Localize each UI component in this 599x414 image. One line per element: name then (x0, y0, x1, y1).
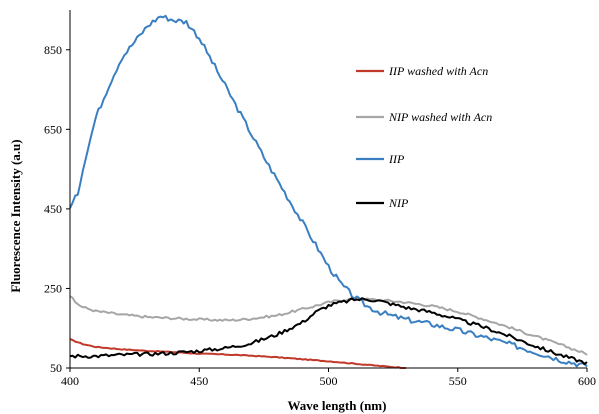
y-tick-label: 850 (44, 43, 62, 57)
legend-label: NIP washed with Acn (388, 110, 492, 124)
series-line-iip-washed-with-acn (69, 338, 407, 369)
x-tick-label: 600 (578, 374, 596, 388)
y-tick-label: 250 (44, 281, 62, 295)
y-tick-label: 50 (50, 361, 62, 375)
x-tick-label: 500 (320, 374, 338, 388)
series-line-nip (69, 297, 588, 366)
axes-layer: 400 450 500 550 600 50 250 450 650 850 (44, 10, 596, 388)
x-tick-label: 450 (190, 374, 208, 388)
series-line-nip-washed-with-acn (69, 295, 588, 356)
y-tick-label: 450 (44, 202, 62, 216)
x-tick-label: 400 (61, 374, 79, 388)
legend-label: NIP (388, 196, 409, 210)
x-tick-label: 550 (449, 374, 467, 388)
y-axis-title: Fluorescence Intensity (a.u) (8, 139, 23, 292)
x-axis-title: Wave length (nm) (288, 398, 387, 413)
y-tick-label: 650 (44, 122, 62, 136)
series-line-iip (69, 14, 588, 368)
series-layer (69, 14, 588, 369)
legend-label: IIP washed with Acn (388, 64, 488, 78)
legend: IIP washed with Acn NIP washed with Acn II… (356, 64, 492, 210)
legend-label: IIP (388, 152, 405, 166)
